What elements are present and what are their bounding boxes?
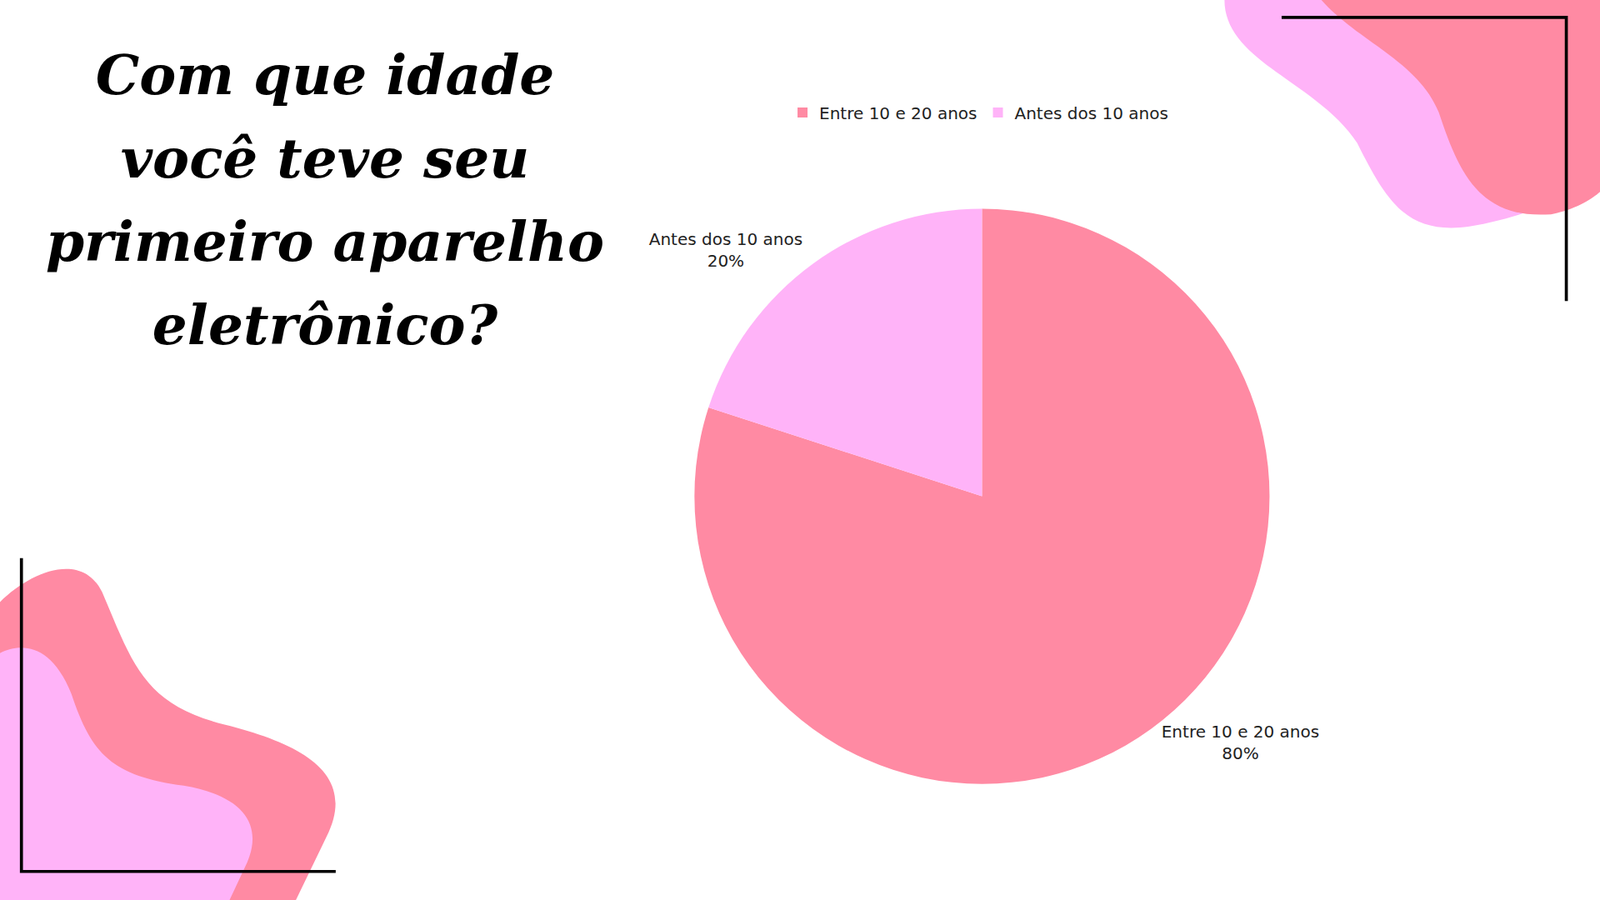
svg-text:Entre 10 e 20 anos: Entre 10 e 20 anos — [819, 103, 977, 124]
html-text:Com que idade você teve seu pr: Com que idade você teve seu primeiro apa… — [45, 42, 605, 358]
svg-text:Antes dos 10 anos20%: Antes dos 10 anos20% — [649, 229, 803, 271]
svg-text:Entre 10 e 20 anos80%: Entre 10 e 20 anos80% — [1161, 721, 1320, 764]
svg-text:Antes dos 10 anos: Antes dos 10 anos — [1015, 103, 1169, 124]
